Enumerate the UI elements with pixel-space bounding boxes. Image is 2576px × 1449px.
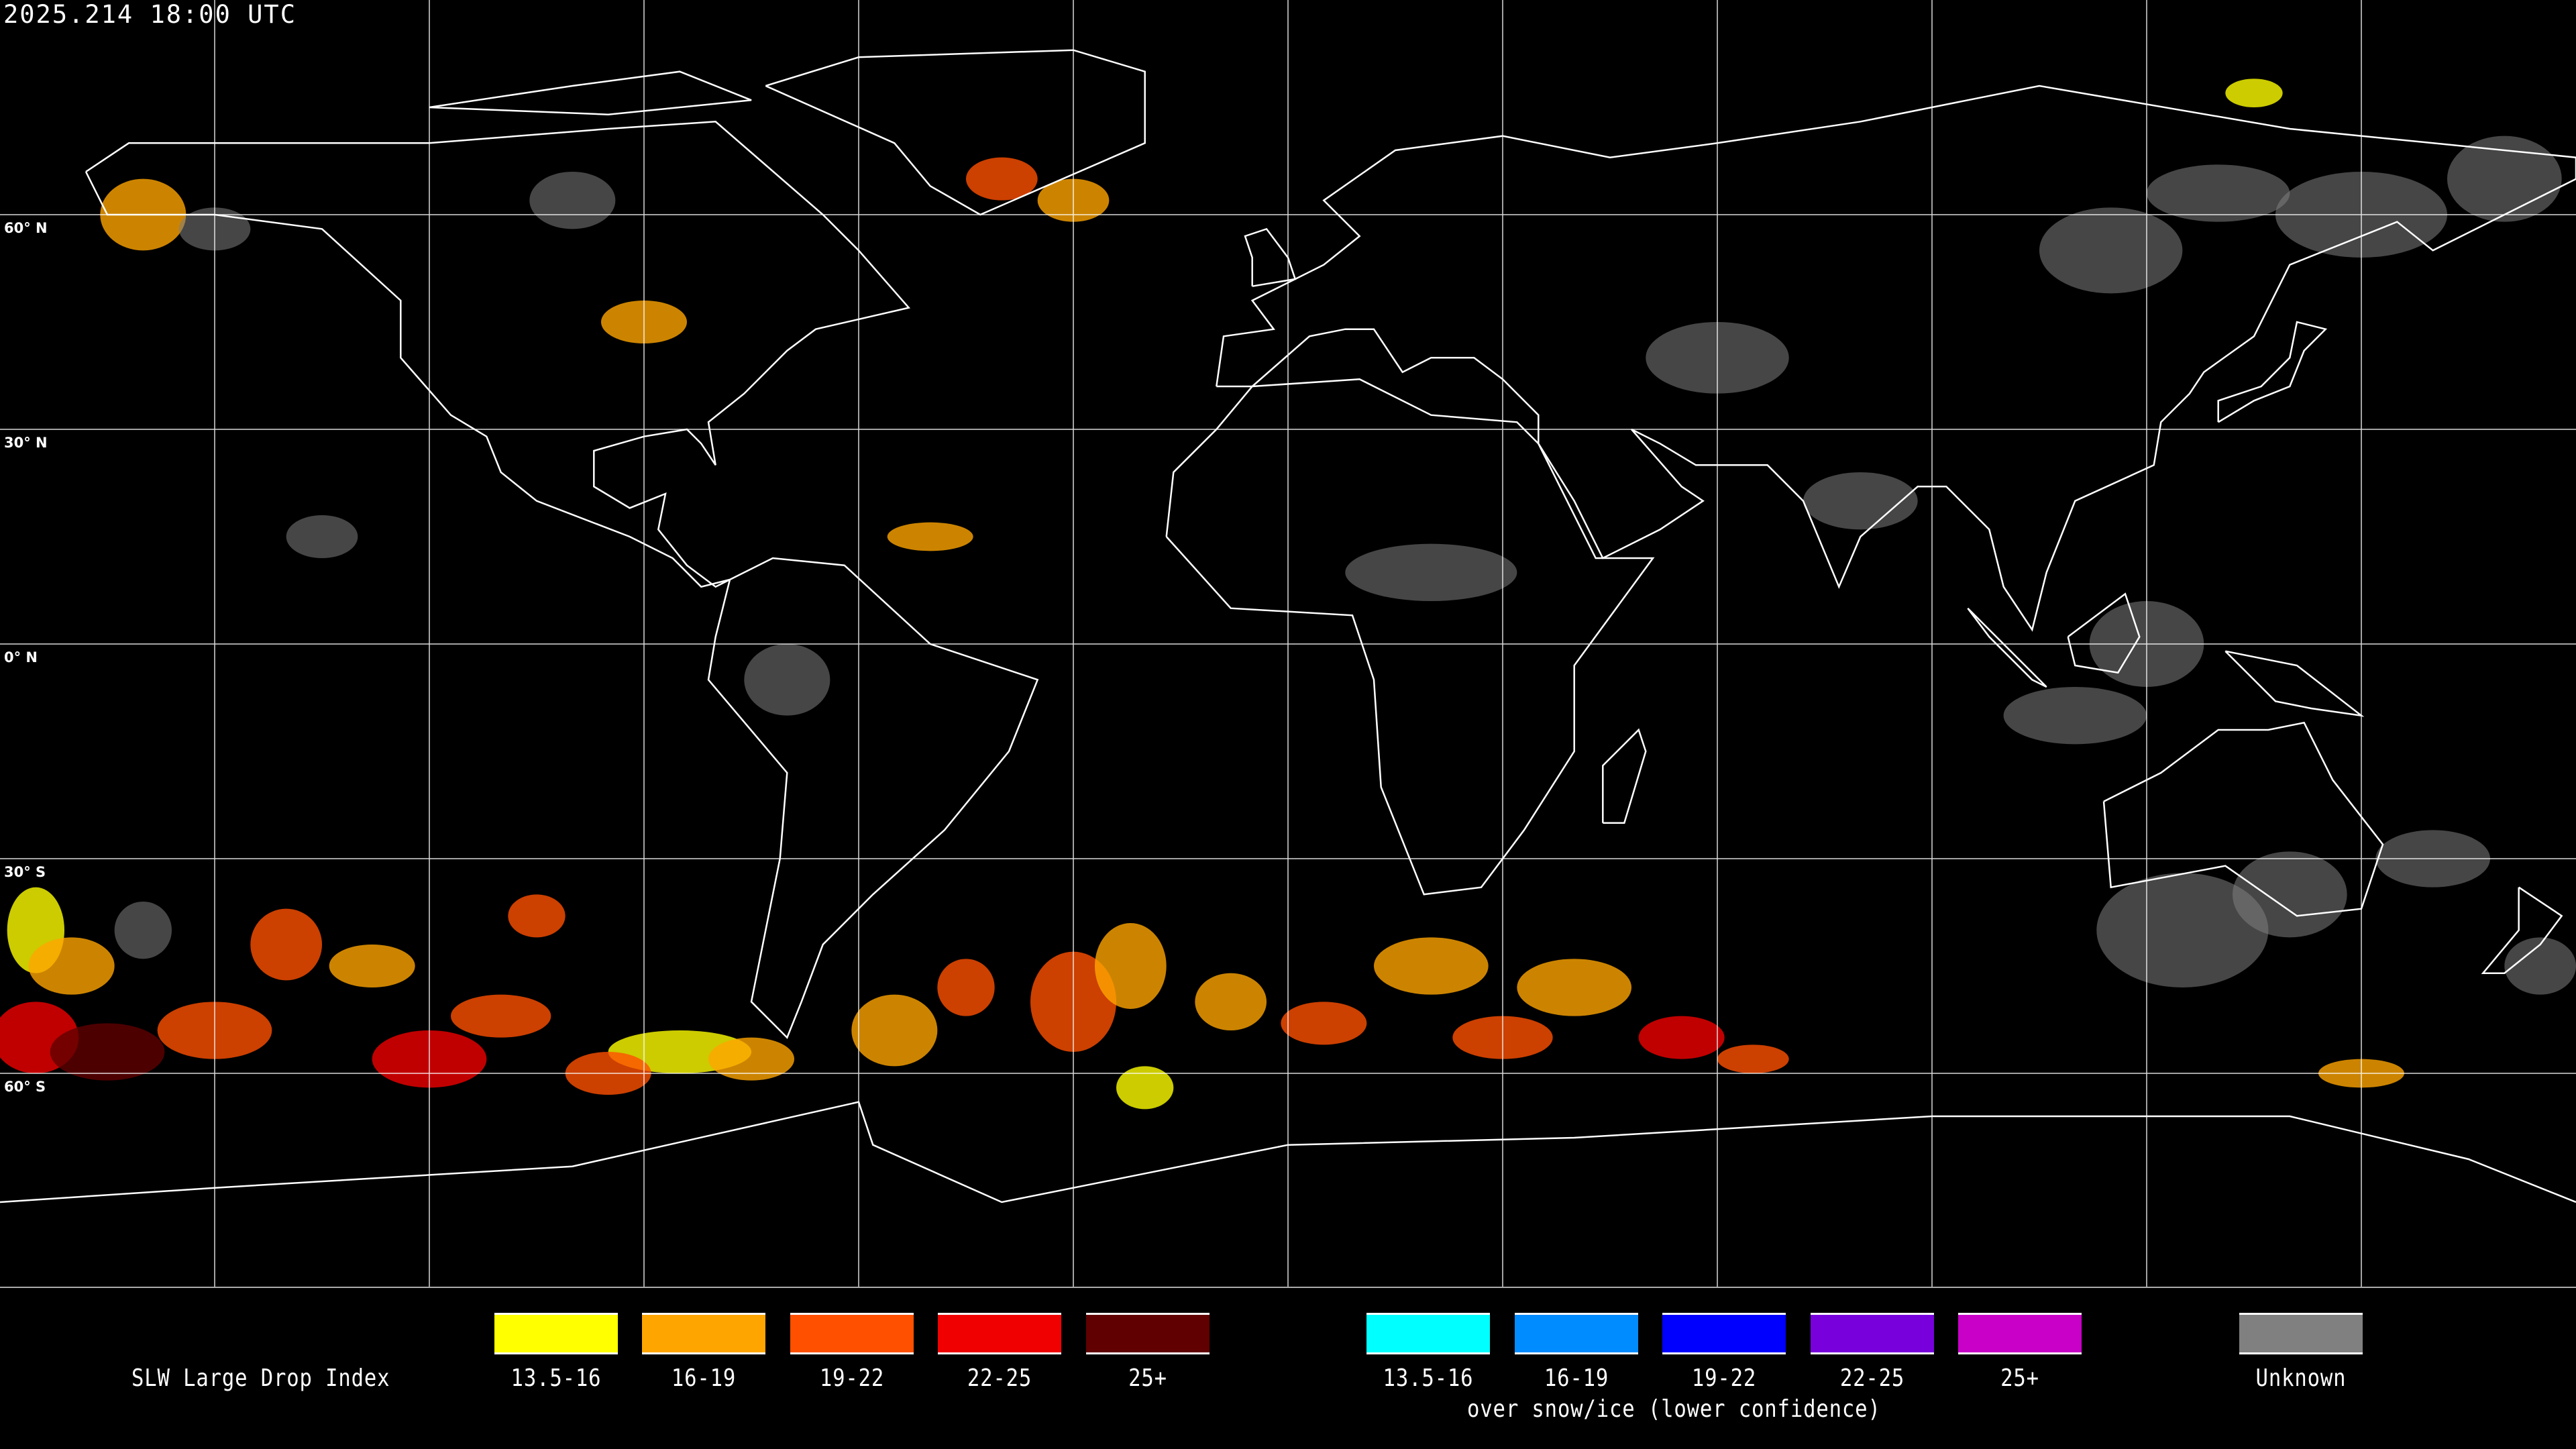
cloud-patch (2225, 78, 2283, 108)
legend-title: SLW Large Drop Index (131, 1364, 390, 1392)
cloud-patch (2146, 164, 2290, 222)
cloud-patch (508, 894, 566, 938)
legend-item-3-label: 22-25 (967, 1364, 1032, 1392)
cloud-patch (250, 908, 323, 981)
legend-item-2-swatch (790, 1313, 914, 1354)
coastline-greenland (765, 49, 1146, 216)
legend-snow-item-4-label: 25+ (2000, 1364, 2039, 1392)
cloud-patch (114, 901, 172, 959)
timestamp: 2025.214 18:00 UTC (3, 0, 297, 29)
legend-snow-item-1-label: 16-19 (1544, 1364, 1609, 1392)
legend-snow-item-4-swatch (1958, 1313, 2082, 1354)
cloud-patch (965, 157, 1038, 201)
legend-snow-item-0-label: 13.5-16 (1383, 1364, 1474, 1392)
cloud-patch (1195, 973, 1267, 1031)
legend-item-1-swatch (642, 1313, 765, 1354)
cloud-patch (1517, 959, 1632, 1016)
lat-label-60n: 60° N (4, 220, 48, 236)
coastline-arctic-islands (429, 70, 752, 115)
cloud-patch (1717, 1044, 1789, 1074)
cloud-patch (851, 994, 938, 1067)
cloud-patch (450, 994, 551, 1038)
coastline-antarctica (0, 1101, 2576, 1203)
cloud-patch (2232, 851, 2347, 938)
legend-snow-item-0-swatch (1366, 1313, 1490, 1354)
cloud-patch (1281, 1002, 1367, 1045)
legend-subtitle: over snow/ice (lower confidence) (1467, 1395, 1881, 1423)
coastline-sumatra (1967, 607, 2047, 688)
coastline-south-america (707, 557, 1039, 1039)
lat-label-30s: 30° S (4, 864, 46, 880)
cloud-patch (1373, 937, 1489, 995)
cloud-patch (1116, 1066, 1174, 1110)
lat-label-60s: 60° S (4, 1079, 46, 1095)
coastline-british-isles (1244, 227, 1297, 287)
coastline-new-zealand (2481, 886, 2563, 974)
legend-snow-item-2-label: 19-22 (1691, 1364, 1757, 1392)
cloud-patch (28, 937, 115, 995)
legend-item-4-label: 25+ (1128, 1364, 1167, 1392)
slw-map (0, 0, 2576, 1288)
legend-unknown-swatch (2239, 1313, 2363, 1354)
cloud-patch (2504, 937, 2576, 995)
legend-item-1-label: 16-19 (671, 1364, 737, 1392)
coastline-australia (2102, 721, 2384, 917)
legend-item-0-swatch (494, 1313, 618, 1354)
graticule (0, 0, 2576, 1288)
cloud-patch (2096, 873, 2269, 988)
coastline-borneo (2067, 592, 2141, 674)
cloud-patch (2447, 136, 2562, 222)
cloud-field (0, 78, 2576, 1110)
legend-snow-item-2-swatch (1662, 1313, 1786, 1354)
coastlines (0, 49, 2576, 1203)
lat-label-30n: 30° N (4, 435, 48, 451)
legend-item-2-label: 19-22 (819, 1364, 885, 1392)
cloud-patch (937, 959, 995, 1016)
cloud-patch (1638, 1016, 1725, 1059)
coastline-north-america (85, 121, 911, 588)
cloud-patch (529, 171, 616, 229)
legend-item-4-swatch (1086, 1313, 1210, 1354)
cloud-patch (744, 643, 830, 716)
cloud-patch (1094, 922, 1167, 1010)
cloud-patch (887, 522, 973, 551)
legend-snow-item-3-label: 22-25 (1839, 1364, 1905, 1392)
cloud-patch (2039, 207, 2183, 294)
coastline-new-guinea (2224, 650, 2365, 717)
cloud-patch (708, 1037, 795, 1081)
legend-item-3-swatch (938, 1313, 1061, 1354)
map-bottom-border (0, 1287, 2576, 1288)
legend-unknown-label: Unknown (2255, 1364, 2347, 1392)
cloud-patch (1345, 543, 1517, 602)
lat-label-0n: 0° N (4, 649, 38, 665)
cloud-patch (50, 1023, 165, 1081)
cloud-patch (1803, 472, 1918, 530)
cloud-patch (2003, 686, 2147, 745)
coastline-madagascar (1602, 728, 1647, 824)
coastline-japan (2217, 321, 2328, 423)
legend-item-0-label: 13.5-16 (511, 1364, 602, 1392)
cloud-patch (286, 515, 358, 559)
legend-snow-item-3-swatch (1811, 1313, 1934, 1354)
coastline-eurasia (1216, 85, 2576, 632)
cloud-patch (329, 944, 415, 988)
legend-snow-item-1-swatch (1515, 1313, 1638, 1354)
coastline-africa (1165, 378, 1655, 896)
